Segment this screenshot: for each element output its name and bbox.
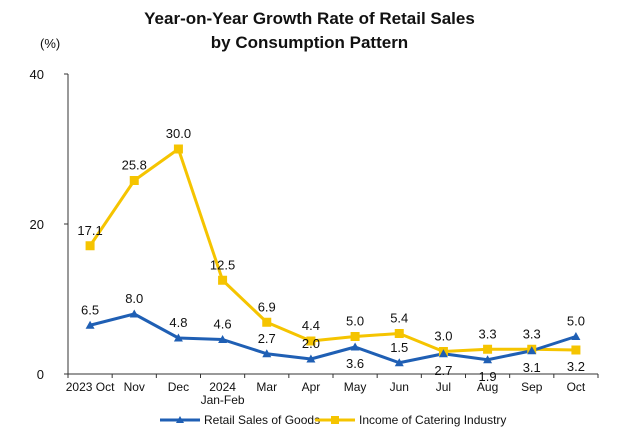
x-tick-label: Aug [477, 380, 498, 394]
x-tick-label: Jun [390, 380, 409, 394]
x-tick-label: 2023 Oct [66, 380, 115, 394]
y-axis-unit: (%) [40, 36, 61, 51]
legend-swatch-marker [331, 416, 339, 424]
x-tick-label: Mar [256, 380, 277, 394]
catering-data-label: 3.0 [434, 329, 452, 344]
catering-marker [262, 317, 272, 327]
legend-swatch-marker [176, 416, 184, 423]
goods-marker [394, 358, 404, 367]
catering-data-label: 30.0 [166, 126, 191, 141]
catering-data-label: 3.3 [523, 326, 541, 341]
goods-data-label: 4.6 [214, 317, 232, 332]
goods-marker [173, 333, 183, 342]
series-markers [85, 144, 581, 367]
goods-data-label: 8.0 [125, 291, 143, 306]
catering-data-label: 5.4 [390, 311, 408, 326]
goods-data-label: 5.0 [567, 314, 585, 329]
x-tick-label: Jan-Feb [201, 393, 245, 407]
legend-label: Income of Catering Industry [359, 413, 506, 427]
catering-data-label: 3.3 [479, 326, 497, 341]
chart-title-line2: by Consumption Pattern [210, 33, 409, 52]
goods-data-label: 6.5 [81, 302, 99, 317]
catering-marker [350, 332, 360, 341]
x-tick-label: Nov [124, 380, 145, 394]
goods-data-label: 2.0 [302, 336, 320, 351]
goods-marker [85, 320, 95, 329]
x-tick-label: Dec [168, 380, 189, 394]
legend: Retail Sales of Goods Income of Catering … [160, 413, 506, 427]
goods-marker [306, 354, 316, 363]
series-line-1 [88, 147, 576, 353]
goods-marker [262, 349, 272, 358]
legend-label: Retail Sales of Goods [204, 413, 320, 427]
catering-marker [483, 344, 493, 354]
goods-marker [527, 346, 537, 355]
chart-title-line1: Year-on-Year Growth Rate of Retail Sales [144, 9, 475, 28]
goods-data-label: 3.6 [346, 356, 364, 371]
x-tick-label: Sep [521, 380, 543, 394]
catering-marker [394, 329, 404, 338]
catering-marker [218, 275, 228, 285]
goods-data-label: 2.7 [258, 331, 276, 346]
catering-marker [571, 345, 581, 355]
goods-marker [350, 342, 360, 351]
x-tick-label: Apr [302, 380, 321, 394]
series-lines [88, 147, 577, 365]
goods-data-label: 1.5 [390, 340, 408, 355]
goods-marker [483, 355, 493, 364]
catering-data-label: 5.0 [346, 314, 364, 329]
data-labels: 6.5 8.0 4.8 4.6 2.7 2.0 3.6 1.5 2.7 1.9 3.1 5.0 17.1… [77, 126, 585, 384]
y-tick-label: 0 [37, 367, 44, 382]
catering-marker [173, 144, 183, 154]
catering-data-label: 4.4 [302, 318, 320, 333]
goods-marker [129, 309, 139, 318]
catering-marker [306, 336, 316, 346]
y-tick-label: 40 [30, 67, 44, 82]
goods-data-label: 1.9 [479, 369, 497, 384]
catering-data-label: 25.8 [122, 158, 147, 173]
catering-data-label: 6.9 [258, 299, 276, 314]
series-line-0 [89, 312, 577, 365]
catering-data-label: 17.1 [77, 223, 102, 238]
x-tick-label: 2024 [209, 380, 236, 394]
goods-data-label: 4.8 [169, 315, 187, 330]
catering-data-label: 3.2 [567, 359, 585, 374]
y-tick-label: 20 [30, 217, 44, 232]
goods-data-label: 3.1 [523, 360, 541, 375]
x-tick-label: Jul [436, 380, 451, 394]
x-tick-label: May [344, 380, 367, 394]
catering-data-label: 12.5 [210, 257, 235, 272]
goods-data-label: 2.7 [434, 363, 452, 378]
goods-marker [571, 332, 581, 340]
x-tick-label: Oct [567, 380, 586, 394]
catering-marker [85, 241, 95, 251]
goods-marker [218, 335, 228, 343]
goods-marker [438, 349, 448, 358]
catering-marker [129, 176, 139, 185]
